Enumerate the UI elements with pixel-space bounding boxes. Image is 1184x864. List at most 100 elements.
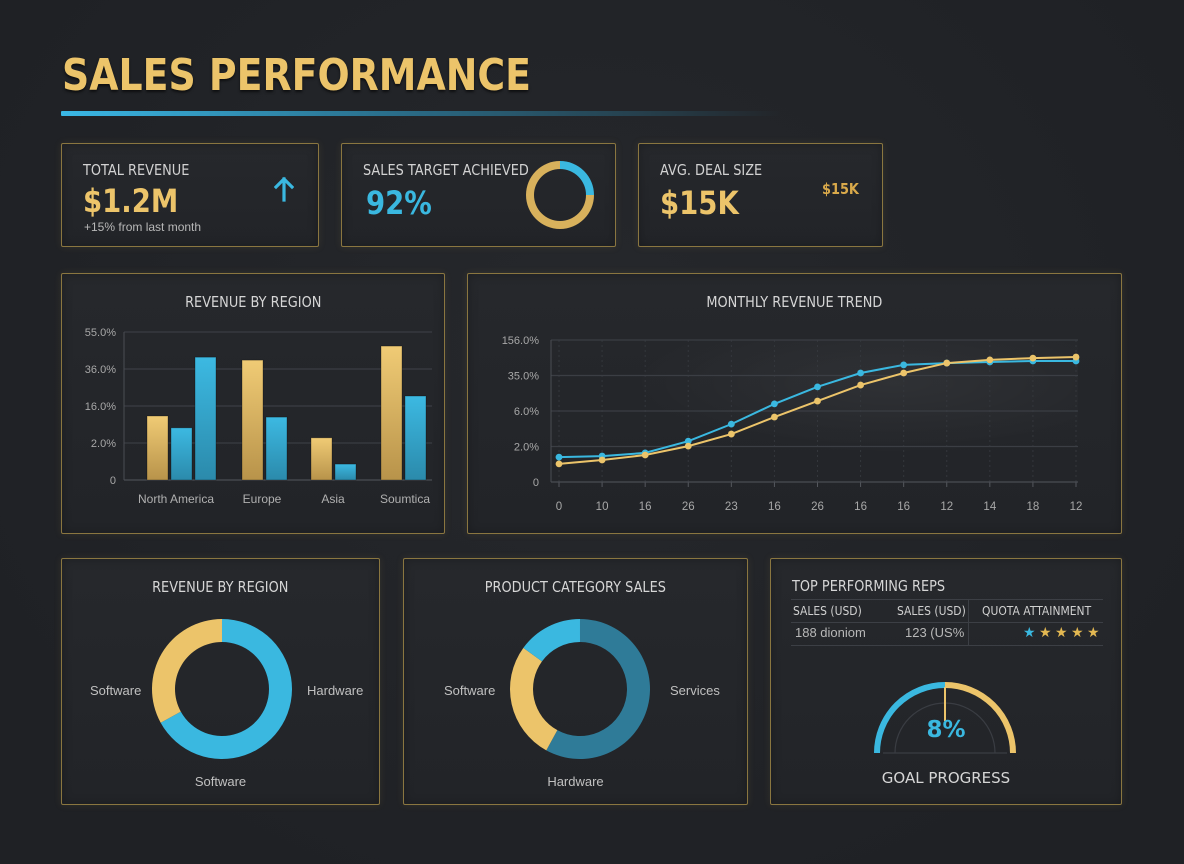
x-tick-label: 26	[811, 501, 824, 513]
x-tick-label: 10	[596, 501, 609, 513]
kpi-secondary-value: $15K	[822, 180, 859, 198]
column-header: SALES (USD)	[897, 603, 966, 618]
x-tick-label: 12	[1070, 501, 1083, 513]
donut-slice-hardware	[160, 619, 293, 759]
line-chart: 0 10 16 26 23 16 26 16 16 12 14 18 12 0 2.0% 6.0% 35.0% 1…	[502, 335, 1083, 513]
donut-slice-software	[152, 619, 222, 723]
donut-label-bottom: Hardware	[547, 774, 604, 789]
data-point-blue	[857, 369, 864, 377]
donut-label-right: Services	[670, 683, 720, 698]
y-tick-label: 0	[533, 477, 539, 489]
x-tick-label: 16	[854, 501, 867, 513]
star-icon: ★	[1039, 624, 1052, 640]
data-point-blue	[555, 453, 563, 461]
data-point-gold	[598, 456, 606, 464]
goal-value: 8%	[926, 717, 966, 743]
data-point-blue	[727, 420, 735, 428]
y-tick-label: 36.0%	[85, 364, 116, 376]
rep-name: 188 dioniom	[795, 625, 866, 640]
donut-slice-services	[546, 619, 650, 759]
ring-segment-blue	[560, 161, 594, 195]
y-tick-label: 156.0%	[502, 335, 540, 347]
y-tick-label: 0	[110, 475, 116, 487]
panel-revenue-by-region-donut: REVENUE BY REGION Software Hardware Soft…	[61, 558, 380, 805]
x-tick-label: 16	[768, 501, 781, 513]
data-point-blue	[684, 437, 692, 445]
bar-asia-blue	[334, 463, 357, 481]
y-tick-label: 6.0%	[514, 406, 539, 418]
donut-label-right: Hardware	[307, 683, 364, 698]
bar-soumtica-gold	[380, 345, 403, 481]
data-point-gold	[1029, 354, 1037, 362]
bar-europe-gold	[241, 359, 264, 481]
x-tick-label: 18	[1027, 501, 1040, 513]
x-tick-label: 23	[725, 501, 738, 513]
donut-slice-software	[510, 647, 558, 751]
data-point-gold	[857, 381, 864, 389]
x-tick-label: Asia	[321, 492, 345, 506]
table-divider	[791, 622, 1103, 623]
kpi-value: $15K	[660, 184, 739, 222]
bar-north-america-blue	[170, 427, 193, 481]
y-tick-label: 16.0%	[85, 401, 116, 413]
donut-label-bottom: Software	[194, 774, 247, 789]
panel-revenue-by-region-bars: REVENUE BY REGION 0 2.0% 16.0% 36.0% 55.0% No…	[61, 273, 445, 534]
kpi-card-avg-deal-size: AVG. DEAL SIZE $15K $15K	[638, 143, 883, 247]
table-divider	[791, 599, 1103, 600]
kpi-card-sales-target: SALES TARGET ACHIEVED 92%	[341, 143, 616, 247]
donut-slice-hardware	[523, 619, 580, 662]
y-tick-label: 2.0%	[514, 442, 539, 454]
data-point-gold	[814, 397, 821, 405]
panel-title: REVENUE BY REGION	[152, 578, 289, 596]
data-point-gold	[900, 369, 908, 377]
y-tick-label: 35.0%	[508, 371, 539, 383]
data-point-gold	[727, 430, 735, 438]
x-tick-label: North America	[138, 492, 214, 506]
donut-label-left: Software	[444, 683, 496, 698]
gauge-arc-blue	[874, 682, 946, 754]
bar-asia-gold	[310, 437, 333, 481]
bar-europe-blue	[265, 416, 288, 481]
data-point-gold	[943, 359, 951, 367]
x-tick-label: 12	[940, 501, 953, 513]
kpi-delta: +15% from last month	[84, 220, 202, 234]
panel-product-category-sales: PRODUCT CATEGORY SALES Software Services…	[403, 558, 748, 805]
donut-label-left: Software	[90, 683, 142, 698]
data-point-gold	[986, 356, 994, 364]
rep-sales: 123 (US%	[905, 625, 965, 640]
panel-top-performing-reps: TOP PERFORMING REPS SALES (USD) SALES (U…	[770, 558, 1122, 805]
x-tick-label: 0	[556, 501, 562, 513]
x-tick-label: 16	[897, 501, 910, 513]
bar-chart: 0 2.0% 16.0% 36.0% 55.0% North America Europe A…	[85, 327, 432, 506]
y-tick-label: 55.0%	[85, 327, 116, 339]
kpi-card-total-revenue: TOTAL REVENUE $1.2M +15% from last month	[61, 143, 319, 247]
target-ring-chart	[526, 161, 594, 229]
bar-north-america-blue	[194, 356, 217, 481]
star-icon: ★	[1087, 624, 1100, 640]
data-point-gold	[641, 451, 649, 459]
bar-north-america-gold	[146, 415, 169, 481]
kpi-value: $1.2M	[83, 182, 179, 220]
bar-soumtica-blue	[404, 395, 427, 481]
goal-gauge	[874, 682, 1016, 754]
panel-title: REVENUE BY REGION	[184, 293, 322, 311]
donut-chart	[152, 619, 293, 759]
x-tick-label: 14	[983, 501, 996, 513]
panel-title: MONTHLY REVENUE TREND	[706, 293, 883, 311]
data-point-gold	[555, 460, 563, 468]
data-point-gold	[1072, 353, 1080, 361]
title-underline	[61, 111, 781, 116]
kpi-label: AVG. DEAL SIZE	[660, 161, 763, 179]
star-icon: ★	[1071, 624, 1084, 640]
panel-title: PRODUCT CATEGORY SALES	[484, 578, 667, 596]
column-header: SALES (USD)	[793, 603, 862, 618]
kpi-label: TOTAL REVENUE	[83, 161, 190, 179]
table-divider	[791, 645, 1103, 646]
y-tick-label: 2.0%	[91, 438, 116, 450]
arrow-up-icon	[274, 176, 294, 202]
data-point-gold	[684, 442, 692, 450]
donut-chart	[510, 619, 650, 759]
kpi-label: SALES TARGET ACHIEVED	[363, 161, 529, 179]
data-point-blue	[814, 383, 821, 391]
reps-title: TOP PERFORMING REPS	[792, 577, 946, 595]
